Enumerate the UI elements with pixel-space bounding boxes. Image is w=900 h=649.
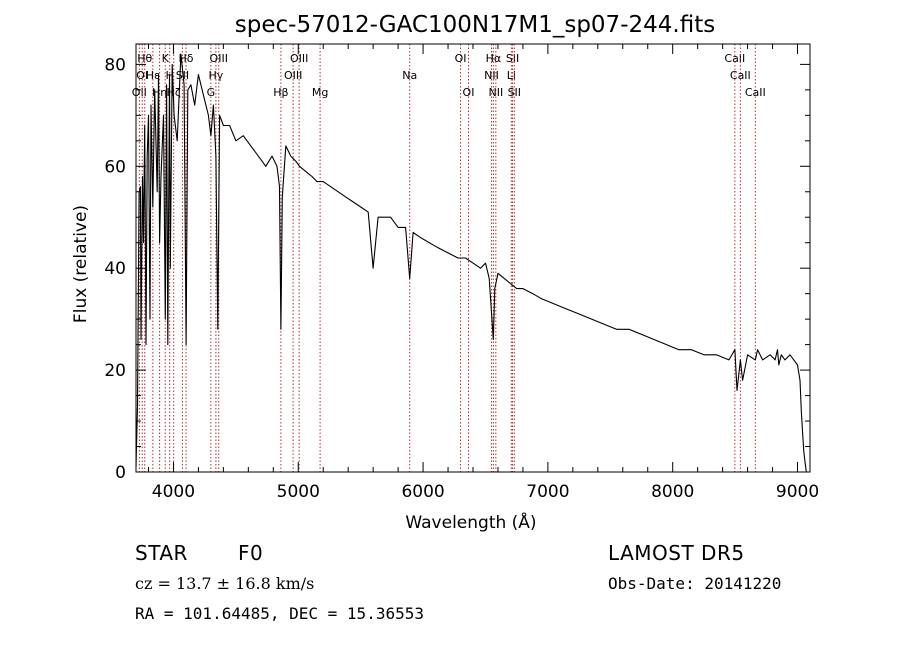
spectrum-series bbox=[135, 53, 807, 473]
redshift-text: cz = 13.7 ± 16.8 km/s bbox=[135, 574, 315, 593]
x-tick-label: 7000 bbox=[526, 482, 569, 502]
spectral-line-label: Hγ bbox=[208, 69, 223, 82]
spectral-line-label: Hα bbox=[486, 52, 502, 65]
obs-date-text: Obs-Date: 20141220 bbox=[608, 574, 782, 593]
axis-ticks: 4000 5000 6000 7000 8000 9000 0 20 40 60 80 bbox=[104, 44, 819, 502]
y-tick-label: 60 bbox=[104, 157, 126, 177]
y-tick-label: 20 bbox=[104, 361, 126, 381]
spectral-line-label: Hε bbox=[146, 69, 160, 82]
spectral-line-label: CaII bbox=[745, 86, 766, 99]
object-class-label: STAR bbox=[135, 541, 188, 565]
spectral-line-label: NII bbox=[484, 69, 499, 82]
spectral-line-label: OIII bbox=[210, 52, 228, 65]
spectral-line-label: OIII bbox=[284, 69, 302, 82]
spectral-line-label: Mg bbox=[312, 86, 328, 99]
x-tick-label: 6000 bbox=[401, 482, 444, 502]
spectral-line-label: OI bbox=[463, 86, 475, 99]
plot-border bbox=[135, 43, 811, 473]
spectral-line-label: Hθ bbox=[137, 52, 152, 65]
spectral-line-label: Li bbox=[507, 69, 516, 82]
x-tick-label: 5000 bbox=[277, 482, 320, 502]
spectral-line-label: Hη bbox=[152, 86, 167, 99]
spectrum-line bbox=[135, 53, 807, 473]
x-tick-label: 9000 bbox=[776, 482, 819, 502]
y-tick-label: 0 bbox=[115, 463, 126, 483]
chart-title: spec-57012-GAC100N17M1_sp07-244.fits bbox=[235, 12, 715, 38]
spectral-line-label: SII bbox=[506, 52, 519, 65]
spectral-line-label: SII bbox=[508, 86, 521, 99]
spectral-line-label: Na bbox=[402, 69, 417, 82]
y-axis-label: Flux (relative) bbox=[71, 205, 91, 323]
spectral-line-label: CaII bbox=[730, 69, 751, 82]
spectral-line-label: OI bbox=[136, 69, 148, 82]
coordinates-text: RA = 101.64485, DEC = 15.36553 bbox=[135, 604, 424, 623]
spectral-line-label: OIII bbox=[290, 52, 308, 65]
x-tick-label: 8000 bbox=[651, 482, 694, 502]
x-tick-label: 4000 bbox=[152, 482, 195, 502]
survey-label: LAMOST DR5 bbox=[608, 541, 745, 565]
spectral-line-label: Hδ bbox=[179, 52, 194, 65]
subclass-label: F0 bbox=[238, 541, 264, 565]
y-tick-label: 80 bbox=[104, 55, 126, 75]
x-axis-label: Wavelength (Å) bbox=[405, 511, 536, 533]
spectral-line-label: K bbox=[162, 52, 170, 65]
spectral-line-label: OI bbox=[455, 52, 467, 65]
y-tick-label: 40 bbox=[104, 259, 126, 279]
spectral-line-label: G bbox=[207, 86, 216, 99]
plot-frame bbox=[135, 43, 811, 473]
spectral-line-label: NII bbox=[488, 86, 503, 99]
spectral-line-label: CaII bbox=[724, 52, 745, 65]
spectral-line-label: Hβ bbox=[273, 86, 288, 99]
spectral-lines-layer: OIIOIHθHεHηKHHζSIIHδGHγOIIIHβOIIIOIIIMgN… bbox=[132, 44, 766, 472]
